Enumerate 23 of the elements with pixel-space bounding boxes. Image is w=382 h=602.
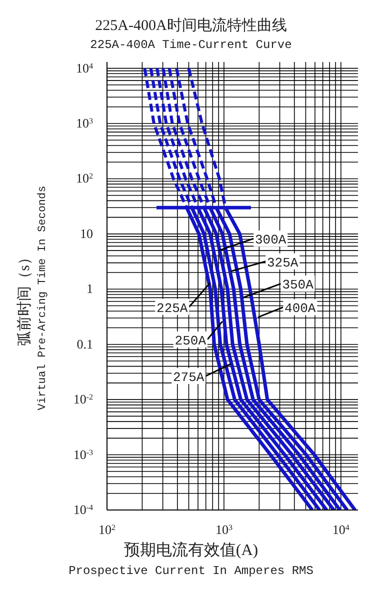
y-tick-label: 10$^{3}$ <box>76 116 93 131</box>
annotation: 350A <box>282 278 314 293</box>
x-tick-label: 10$^{2}$ <box>98 522 116 537</box>
annotation: 275A <box>173 370 204 386</box>
chart-subtitle: 225A-400A Time-Current Curve <box>89 38 293 52</box>
y-tick-label: 10 <box>80 226 93 241</box>
y-tick-label: 10$^{-4}$ <box>73 502 93 517</box>
y-axis-title: 弧前时间（s） Virtual Pre-Arcing Time In Seconds <box>16 186 50 410</box>
y-tick-label: 10$^{4}$ <box>76 60 93 76</box>
x-axis-title: 预期电流有效值(A) Prospective Current In Amperes RMS <box>68 540 314 578</box>
y-tick-label: 1 <box>86 281 93 296</box>
y-tick-label: 0.1 <box>76 336 93 352</box>
annotation: 400A <box>284 301 316 316</box>
annotation: 300A <box>254 232 286 248</box>
annotation: 250A <box>174 333 206 348</box>
annotation: 325A <box>267 255 298 270</box>
x-tick-label: 10$^{4}$ <box>332 522 350 537</box>
y-tick-label: 10$^{2}$ <box>76 170 93 186</box>
chart-title: 225A-400A时间电流特性曲线 <box>94 16 288 35</box>
x-tick-label: 10$^{3}$ <box>215 522 232 537</box>
y-tick-label: 10$^{-3}$ <box>73 446 93 462</box>
annotation: 225A <box>156 300 188 316</box>
y-tick-label: 10$^{-2}$ <box>73 392 93 407</box>
